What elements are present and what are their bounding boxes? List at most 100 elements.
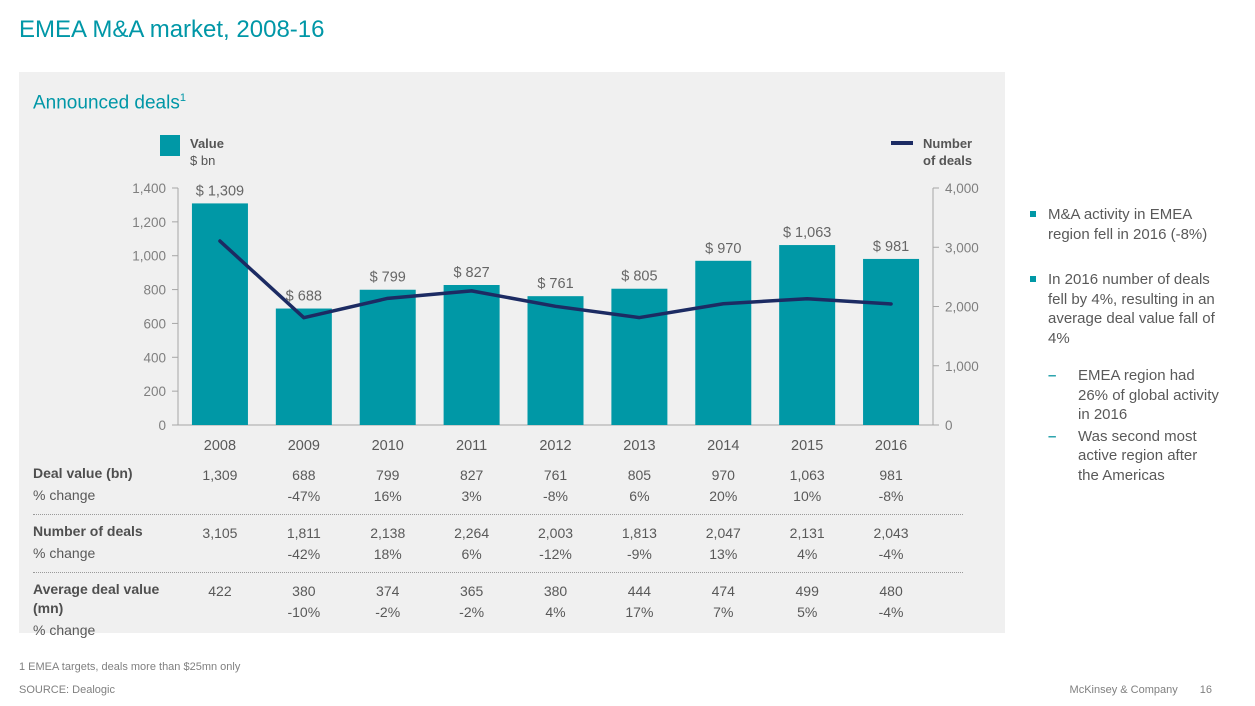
bar-2016 [863,258,920,425]
x-axis-category-label: 2012 [539,438,571,454]
table-row: Average deal value (mn)% change 422 380 -10… [33,580,963,648]
x-axis-category-label: 2016 [875,438,907,454]
left-axis-tick-label: 600 [143,316,166,331]
right-axis-tick-label: 2,000 [945,300,979,315]
table-cell: 422 [208,583,232,599]
sub-bullet-item: – EMEA region had 26% of global activity… [1048,366,1220,425]
legend-value: Value $ bn [160,135,224,169]
bar-value-label: $ 827 [453,265,489,281]
page-title: EMEA M&A market, 2008-16 [19,16,325,43]
bar-swatch-icon [160,135,180,156]
table-cell: 499 5% [795,583,819,620]
table-cell: 3,105 [202,525,238,541]
table-cell: 981 -8% [878,467,904,504]
table-cell: 365 -2% [459,583,485,620]
table-cell: 2,138 18% [370,525,406,562]
row-label: Average deal value (mn)% change [33,581,160,638]
dash-bullet-icon: – [1048,427,1057,445]
table-cell: 970 20% [709,467,738,504]
bar-value-label: $ 805 [621,269,657,285]
bar-2009 [275,308,332,425]
row-label: Number of deals% change [33,523,143,561]
x-axis-category-label: 2011 [456,438,487,454]
bar-value-label: $ 970 [705,241,741,257]
square-bullet-icon [1030,211,1036,217]
bar-value-label: $ 981 [873,239,909,255]
bar-2008 [191,203,248,425]
insights-sidebar: M&A activity in EMEA region fell in 2016… [1030,205,1220,485]
data-table: Deal value (bn)% change 1,309 688 -47% 799 16… [33,464,963,655]
table-cell: 380 -10% [287,583,321,620]
table-cell: 2,047 13% [705,525,741,562]
right-axis-tick-label: 0 [945,418,953,433]
table-cell: 2,131 4% [789,525,825,562]
right-axis-tick-label: 1,000 [945,359,979,374]
table-row: Number of deals% change 3,105 1,811 -42% 2,1… [33,522,963,573]
dash-bullet-icon: – [1048,367,1057,384]
table-cell: 2,043 -4% [873,525,909,562]
x-axis-category-label: 2008 [204,438,236,454]
combo-chart: 0 200 400 600 800 1,000 1,200 1,400 0 1,000 2,000 3… [132,181,979,454]
bar-value-label: $ 688 [286,289,322,305]
table-cell: 374 -2% [375,583,401,620]
bar-2015 [779,245,836,425]
bar-value-label: $ 1,309 [196,183,244,199]
page-number: 16 [1199,684,1212,696]
x-axis-category-label: 2013 [623,438,655,454]
table-cell: 761 -8% [543,467,568,504]
bar-2010 [359,289,416,425]
table-cell: 688 -47% [287,467,321,504]
table-cell: 474 7% [711,583,735,620]
footnote-marker: 1 [179,92,186,104]
bullet-text: M&A activity in EMEA region fell in 2016… [1048,206,1208,243]
sub-bullet-item: – Was second most active region after th… [1048,427,1220,486]
table-cell: 2,264 6% [454,525,490,562]
x-axis-category-label: 2014 [707,438,739,454]
table-cell: 799 16% [373,467,402,504]
bar-2013 [611,288,668,425]
bullet-item: In 2016 number of deals fell by 4%, resu… [1030,270,1220,348]
left-axis-tick-label: 800 [143,283,166,298]
panel-title: Announced deals1 [33,92,186,114]
legend-value-label: Value [190,136,224,151]
table-cell: 380 4% [543,583,568,620]
number-of-deals-line [218,239,893,320]
chart-panel: Announced deals1 Value $ bn Number of de… [19,72,1005,638]
table-cell: 1,813 -9% [621,525,657,562]
table-cell: 1,811 -42% [286,525,321,562]
bar-value-label: $ 799 [370,270,406,286]
legend-value-unit: $ bn [190,153,216,168]
row-label: Deal value (bn)% change [33,465,133,503]
right-axis-tick-label: 3,000 [945,240,979,255]
footnote: 1 EMEA targets, deals more than $25mn on… [19,661,241,673]
bar-2012 [527,296,584,425]
left-axis-tick-label: 0 [158,418,166,433]
source-line: SOURCE: Dealogic [19,684,115,696]
right-axis-tick-label: 4,000 [945,181,979,196]
legend-line-label-1: Number [923,136,973,151]
table-cell: 444 17% [625,583,654,620]
left-axis-tick-label: 1,000 [132,249,166,264]
bullet-text: In 2016 number of deals fell by 4%, resu… [1048,271,1215,347]
bar-2014 [695,260,752,425]
sub-bullet-list: – EMEA region had 26% of global activity… [1030,366,1220,485]
table-cell: 480 -4% [878,583,904,620]
sub-bullet-text: Was second most active region after the … [1078,427,1198,484]
table-cell: 827 3% [459,467,484,504]
left-axis-tick-label: 1,400 [132,181,166,196]
bar-value-label: $ 1,063 [783,225,831,241]
line-swatch-icon [891,141,913,145]
left-axis-tick-label: 1,200 [132,215,166,230]
footer: McKinsey & Company 16 [1070,684,1212,696]
left-axis-tick-label: 400 [143,350,166,365]
bar-value-label: $ 761 [537,276,573,292]
legend-line-label-2: of deals [923,153,973,168]
legend-number-of-deals: Number of deals [891,135,972,169]
table-cell: 805 6% [627,467,652,504]
square-bullet-icon [1030,276,1036,282]
table-row: Deal value (bn)% change 1,309 688 -47% 799 16… [33,464,963,515]
brand-name: McKinsey & Company [1069,684,1178,696]
x-axis-category-label: 2015 [791,438,823,454]
bullet-item: M&A activity in EMEA region fell in 2016… [1030,205,1220,244]
